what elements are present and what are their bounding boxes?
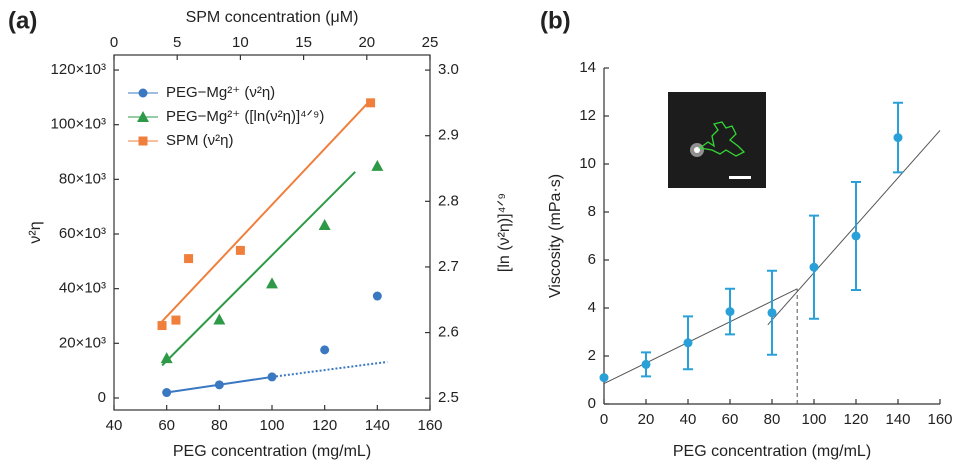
marker xyxy=(893,133,903,143)
x2-tick-label: 0 xyxy=(110,34,118,51)
x-tick-label: 140 xyxy=(365,417,390,434)
x-tick-label: 120 xyxy=(312,417,337,434)
legend-label: PEG−Mg²⁺ ([ln(ν²η)]⁴ᐟ⁹) xyxy=(166,108,324,125)
marker xyxy=(767,308,777,318)
marker xyxy=(171,315,181,325)
y-tick-label: 100×10³ xyxy=(51,116,106,133)
marker xyxy=(366,98,376,108)
y-tick-label: 8 xyxy=(588,203,596,220)
marker xyxy=(157,321,167,331)
marker xyxy=(160,352,173,364)
fit-line xyxy=(767,130,941,326)
legend-label: PEG−Mg²⁺ (ν²η) xyxy=(166,84,275,101)
marker xyxy=(725,307,735,317)
marker xyxy=(371,159,384,171)
y-tick-label: 14 xyxy=(579,59,596,76)
legend-label: SPM (ν²η) xyxy=(166,132,234,149)
x2-axis-title: SPM concentration (μM) xyxy=(186,9,359,26)
x2-tick-label: 5 xyxy=(173,34,181,51)
fit-line xyxy=(603,288,798,385)
x-tick-label: 160 xyxy=(417,417,442,434)
y-tick-label: 40×10³ xyxy=(59,280,106,297)
y-tick-label: 20×10³ xyxy=(59,334,106,351)
y2-tick-label: 2.5 xyxy=(438,389,459,406)
marker xyxy=(641,359,651,369)
y2-tick-label: 2.6 xyxy=(438,324,459,341)
x-tick-label: 80 xyxy=(211,417,228,434)
x-axis-title: PEG concentration (mg/mL) xyxy=(173,443,371,460)
y-tick-label: 80×10³ xyxy=(59,170,106,187)
marker xyxy=(213,313,226,325)
x2-tick-label: 20 xyxy=(358,34,375,51)
marker xyxy=(318,218,331,230)
marker xyxy=(138,88,148,98)
y2-tick-label: 3.0 xyxy=(438,61,459,78)
marker xyxy=(372,291,382,301)
x-tick-label: 60 xyxy=(158,417,175,434)
fit-line xyxy=(161,99,372,323)
y-tick-label: 60×10³ xyxy=(59,225,106,242)
x-tick-label: 100 xyxy=(801,411,826,428)
y-tick-label: 4 xyxy=(588,299,596,316)
x-tick-label: 40 xyxy=(680,411,697,428)
x-tick-label: 100 xyxy=(259,417,284,434)
x2-tick-label: 15 xyxy=(295,34,312,51)
y-tick-label: 10 xyxy=(579,155,596,172)
marker xyxy=(266,277,278,289)
x-axis-title: PEG concentration (mg/mL) xyxy=(673,443,871,460)
x-tick-label: 80 xyxy=(764,411,781,428)
y2-tick-label: 2.7 xyxy=(438,258,459,275)
marker xyxy=(137,111,149,122)
marker xyxy=(138,136,148,146)
y2-tick-label: 2.8 xyxy=(438,192,459,209)
fit-line xyxy=(271,360,388,378)
fit-line xyxy=(161,171,356,367)
x-tick-label: 20 xyxy=(638,411,655,428)
x-tick-label: 120 xyxy=(843,411,868,428)
y-tick-label: 0 xyxy=(98,389,106,406)
y-axis-title: Viscosity (mPa·s) xyxy=(547,174,564,298)
marker xyxy=(235,245,245,255)
marker xyxy=(214,380,224,390)
y-tick-label: 6 xyxy=(588,251,596,268)
x-tick-label: 60 xyxy=(722,411,739,428)
panel-label: (b) xyxy=(540,7,571,34)
y2-tick-label: 2.9 xyxy=(438,127,459,144)
marker xyxy=(851,231,861,241)
x2-tick-label: 10 xyxy=(232,34,249,51)
y-tick-label: 2 xyxy=(588,347,596,364)
x-tick-label: 160 xyxy=(927,411,952,428)
x-tick-label: 0 xyxy=(600,411,608,428)
y2-axis-title: [ln (ν²η)]⁴ᐟ⁹ xyxy=(496,193,513,272)
marker xyxy=(320,345,330,355)
marker xyxy=(809,262,819,272)
x-tick-label: 140 xyxy=(885,411,910,428)
inset-image xyxy=(668,92,766,188)
y-tick-label: 12 xyxy=(579,107,596,124)
y-tick-label: 0 xyxy=(588,395,596,412)
marker xyxy=(184,254,194,264)
y-tick-label: 120×10³ xyxy=(51,61,106,78)
x2-tick-label: 25 xyxy=(422,34,439,51)
marker xyxy=(599,373,609,383)
marker xyxy=(267,372,277,382)
panel-label: (a) xyxy=(8,7,37,34)
y-axis-title: ν²η xyxy=(27,221,44,243)
marker xyxy=(162,388,172,398)
x-tick-label: 40 xyxy=(106,417,123,434)
marker xyxy=(683,338,693,348)
